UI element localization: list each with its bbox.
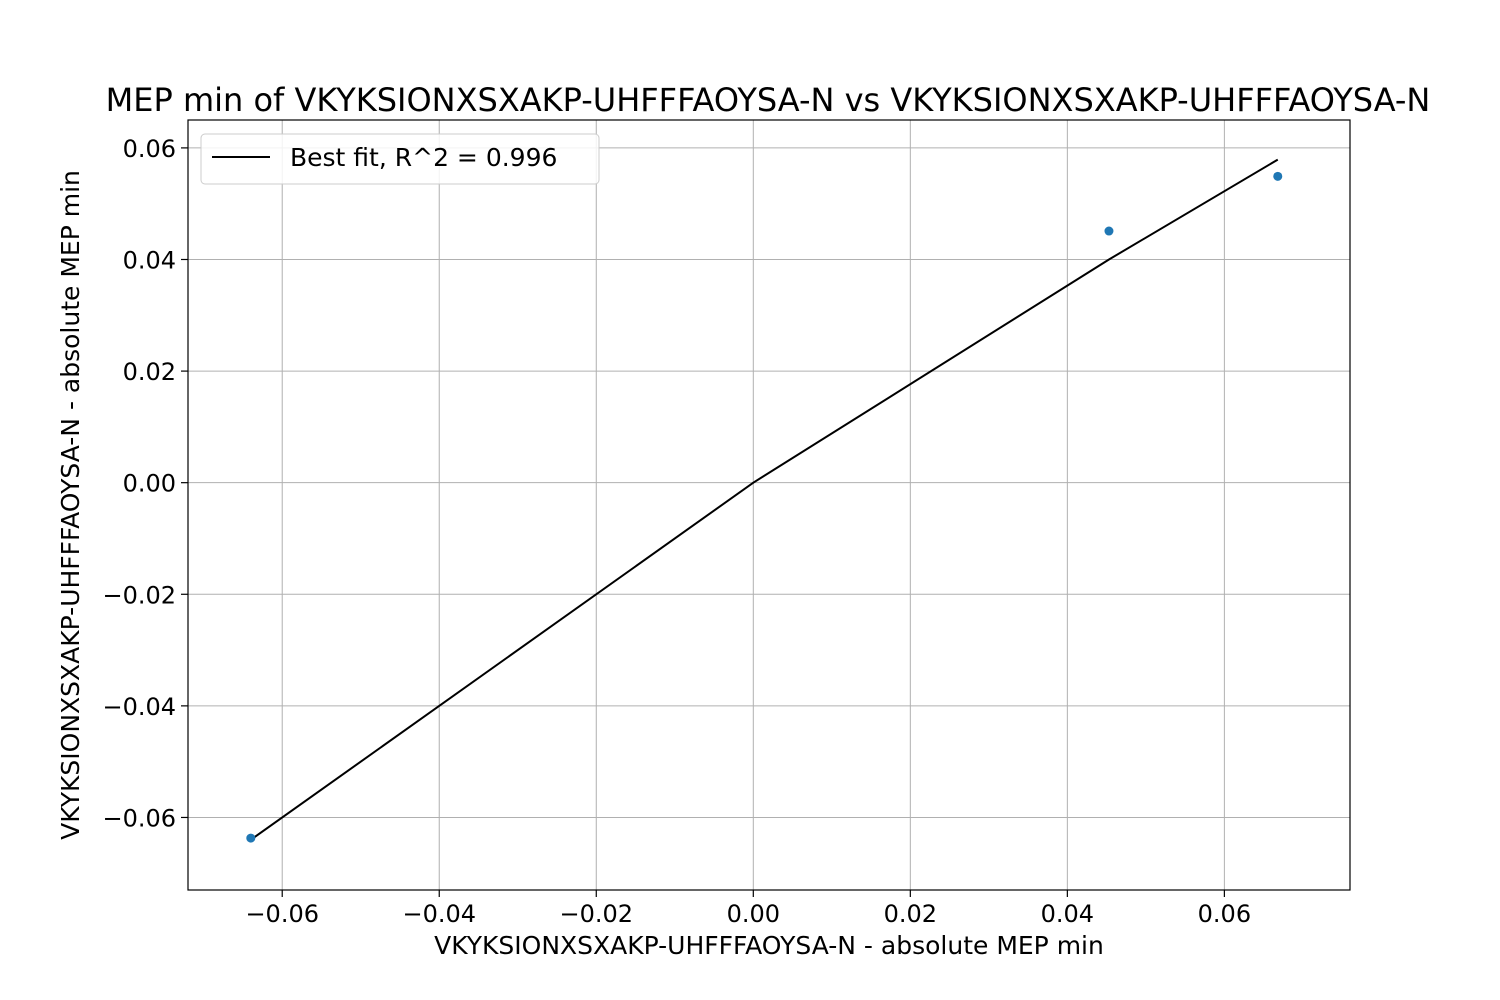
y-tick-label: −0.06 bbox=[102, 804, 176, 832]
legend-box bbox=[200, 133, 600, 185]
data-points bbox=[246, 171, 1283, 843]
x-tick-label: 0.04 bbox=[1041, 900, 1094, 928]
fit-line-layer bbox=[250, 158, 1279, 841]
legend: Best fit, R^2 = 0.996 bbox=[200, 133, 600, 185]
x-axis-label: VKYKSIONXSXAKP-UHFFFAOYSA-N - absolute M… bbox=[434, 931, 1104, 960]
x-tick-label: −0.02 bbox=[559, 900, 633, 928]
legend-label: Best fit, R^2 = 0.996 bbox=[290, 143, 557, 172]
x-tick-label: 0.06 bbox=[1198, 900, 1251, 928]
x-tick-label: −0.04 bbox=[402, 900, 476, 928]
y-tick-label: 0.06 bbox=[123, 135, 176, 163]
grid-lines bbox=[188, 120, 1350, 890]
x-tick-label: −0.06 bbox=[245, 900, 319, 928]
chart-title: MEP min of VKYKSIONXSXAKP-UHFFFAOYSA-N v… bbox=[106, 81, 1431, 119]
y-tick-label: 0.02 bbox=[123, 358, 176, 386]
scatter-point bbox=[1104, 226, 1114, 236]
y-axis-label: VKYKSIONXSXAKP-UHFFFAOYSA-N - absolute M… bbox=[56, 170, 85, 840]
y-tick-label: 0.00 bbox=[123, 470, 176, 498]
y-tick-label: 0.04 bbox=[123, 246, 176, 274]
x-axis-ticks: −0.06 −0.04 −0.02 0.00 0.02 0.04 0.06 bbox=[245, 890, 1251, 928]
y-axis-ticks: −0.06 −0.04 −0.02 0.00 0.02 0.04 0.06 bbox=[102, 135, 188, 832]
x-tick-label: 0.02 bbox=[884, 900, 937, 928]
x-tick-label: 0.00 bbox=[727, 900, 780, 928]
y-tick-label: −0.04 bbox=[102, 693, 176, 721]
best-fit-line bbox=[250, 158, 1279, 841]
plot-area-frame bbox=[187, 119, 1351, 891]
y-tick-label: −0.02 bbox=[102, 581, 176, 609]
scatter-point bbox=[246, 833, 256, 843]
scatter-point bbox=[1273, 171, 1283, 181]
